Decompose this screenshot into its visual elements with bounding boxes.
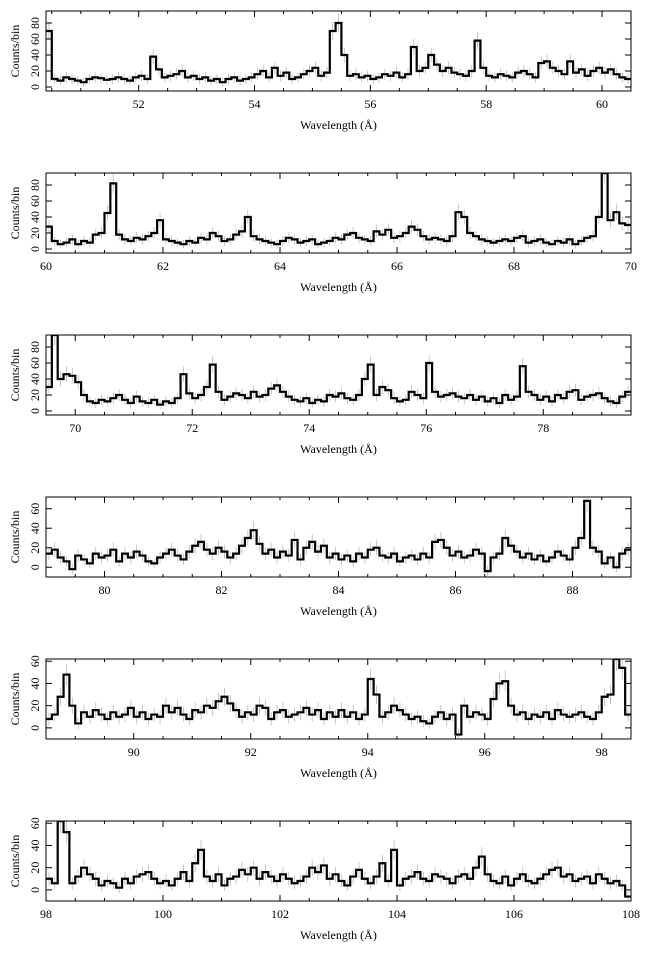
spectrum-line xyxy=(46,335,631,406)
data-group xyxy=(46,821,631,901)
plot-frame xyxy=(45,658,632,740)
y-tick-label: 20 xyxy=(28,65,42,77)
x-tick-label: 106 xyxy=(505,907,523,921)
x-axis-label: Wavelength (Å) xyxy=(300,118,377,132)
y-tick-label: 0 xyxy=(28,725,42,731)
spectrum-line xyxy=(46,821,631,898)
y-tick-label: 80 xyxy=(28,179,42,191)
y-axis-label: Counts/bin xyxy=(8,673,22,726)
panel-4: 80 82 84 86 88 0 20 40 60 Wavelength (Å) Counts/bi… xyxy=(8,496,632,618)
x-tick-label: 96 xyxy=(479,745,491,759)
x-tick-label: 86 xyxy=(450,583,462,597)
y-tick-label: 40 xyxy=(28,839,42,851)
data-group xyxy=(46,173,631,249)
x-tick-label: 90 xyxy=(128,745,140,759)
panel-5: 90 92 94 96 98 0 20 40 60 Wavelength (Å) Counts/bi… xyxy=(8,655,632,780)
x-tick-label: 62 xyxy=(157,259,169,273)
x-tick-label: 60 xyxy=(40,259,52,273)
y-tick-label: 0 xyxy=(28,887,42,893)
y-tick-label: 0 xyxy=(28,84,42,90)
x-tick-label: 92 xyxy=(245,745,257,759)
x-tick-label: 80 xyxy=(99,583,111,597)
panel-6: 98 100 102 104 106 108 0 20 40 60 Wavelength (Å) Co… xyxy=(8,817,640,942)
y-tick-label: 80 xyxy=(28,341,42,353)
x-tick-label: 52 xyxy=(133,97,145,111)
y-tick-label: 20 xyxy=(28,227,42,239)
y-tick-label: 20 xyxy=(28,389,42,401)
x-tick-label: 56 xyxy=(364,97,376,111)
plot-frame xyxy=(45,496,632,578)
data-group xyxy=(46,335,631,410)
y-tick-label: 20 xyxy=(28,700,42,712)
x-tick-label: 68 xyxy=(508,259,520,273)
x-tick-label: 108 xyxy=(622,907,640,921)
y-tick-label: 0 xyxy=(28,246,42,252)
x-tick-label: 84 xyxy=(333,583,345,597)
y-tick-label: 60 xyxy=(28,195,42,207)
x-tick-label: 94 xyxy=(362,745,374,759)
spectrum-line xyxy=(46,21,631,84)
spectrum-line xyxy=(46,173,631,246)
x-tick-label: 58 xyxy=(480,97,492,111)
x-tick-label: 70 xyxy=(625,259,637,273)
x-axis-label: Wavelength (Å) xyxy=(300,442,377,456)
panel-2: 60 62 64 66 68 70 0 20 40 60 80 Wavelength (Å) Count… xyxy=(8,172,637,294)
y-tick-label: 0 xyxy=(28,408,42,414)
x-tick-label: 72 xyxy=(186,421,198,435)
plot-frame xyxy=(45,10,632,92)
y-axis-label: Counts/bin xyxy=(8,349,22,402)
y-tick-label: 60 xyxy=(28,817,42,829)
y-tick-label: 60 xyxy=(28,357,42,369)
x-axis-label: Wavelength (Å) xyxy=(300,766,377,780)
y-tick-label: 0 xyxy=(28,564,42,570)
y-axis-label: Counts/bin xyxy=(8,835,22,888)
x-axis-label: Wavelength (Å) xyxy=(300,604,377,618)
y-tick-label: 40 xyxy=(28,373,42,385)
y-tick-label: 60 xyxy=(28,503,42,515)
y-axis-label: Counts/bin xyxy=(8,511,22,564)
x-tick-label: 64 xyxy=(274,259,286,273)
data-group xyxy=(46,13,631,87)
x-tick-label: 88 xyxy=(567,583,579,597)
x-tick-label: 76 xyxy=(420,421,432,435)
x-axis-label: Wavelength (Å) xyxy=(300,928,377,942)
plot-frame xyxy=(45,820,632,902)
y-tick-label: 40 xyxy=(28,522,42,534)
y-tick-label: 20 xyxy=(28,862,42,874)
y-tick-label: 60 xyxy=(28,655,42,667)
data-group xyxy=(46,497,631,577)
y-tick-label: 80 xyxy=(28,17,42,29)
x-tick-label: 54 xyxy=(249,97,261,111)
x-tick-label: 102 xyxy=(271,907,289,921)
x-tick-label: 82 xyxy=(216,583,228,597)
y-tick-label: 60 xyxy=(28,33,42,45)
x-tick-label: 98 xyxy=(596,745,608,759)
x-tick-label: 70 xyxy=(69,421,81,435)
spectrum-line xyxy=(46,499,631,573)
panel-1: 52 54 56 58 60 0 20 40 60 80 Wavelength (Å) Counts/… xyxy=(8,10,632,132)
panel-3: 70 72 74 76 78 0 20 40 60 80 Wavelength (Å) Counts/… xyxy=(8,334,632,456)
data-group xyxy=(46,659,631,739)
y-tick-label: 40 xyxy=(28,49,42,61)
y-axis-label: Counts/bin xyxy=(8,187,22,240)
y-axis-label: Counts/bin xyxy=(8,25,22,78)
x-tick-label: 78 xyxy=(537,421,549,435)
y-tick-label: 40 xyxy=(28,211,42,223)
x-tick-label: 60 xyxy=(596,97,608,111)
y-tick-label: 40 xyxy=(28,677,42,689)
x-tick-label: 74 xyxy=(303,421,315,435)
spectrum-line xyxy=(46,659,631,736)
y-tick-label: 20 xyxy=(28,542,42,554)
x-tick-label: 66 xyxy=(391,259,403,273)
x-tick-label: 100 xyxy=(154,907,172,921)
x-axis-label: Wavelength (Å) xyxy=(300,280,377,294)
x-tick-label: 104 xyxy=(388,907,406,921)
x-tick-label: 98 xyxy=(40,907,52,921)
